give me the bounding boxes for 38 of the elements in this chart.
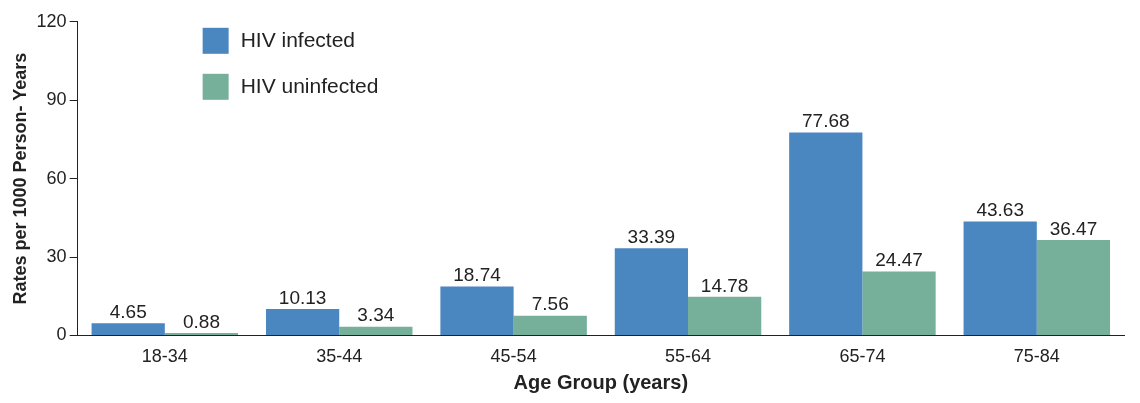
legend-label: HIV uninfected <box>240 73 379 97</box>
x-tick-label: 35-44 <box>316 346 363 367</box>
bar <box>1036 240 1111 335</box>
x-tick-label: 18-34 <box>141 346 188 367</box>
y-axis-title: Rates per 1000 Person- Years <box>9 52 30 305</box>
data-label: 43.63 <box>976 199 1024 221</box>
data-label: 18.74 <box>453 264 502 286</box>
x-tick-label: 75-84 <box>1013 346 1060 367</box>
data-label: 3.34 <box>357 304 395 326</box>
data-label: 33.39 <box>627 225 676 247</box>
x-axis-title: Age Group (years) <box>513 370 689 393</box>
data-label: 24.47 <box>875 249 923 271</box>
data-label: 14.78 <box>700 274 749 296</box>
legend-label: HIV infected <box>240 27 356 51</box>
data-label: 0.88 <box>182 310 220 332</box>
x-tick-label: 45-54 <box>490 346 537 367</box>
x-tick-label: 55-64 <box>664 346 712 367</box>
bar <box>862 271 936 335</box>
bar <box>789 132 863 335</box>
bar <box>688 296 762 335</box>
bar <box>963 221 1037 335</box>
y-tick-label: 120 <box>36 10 67 31</box>
bar <box>265 308 340 335</box>
bar <box>91 323 165 335</box>
y-tick-label: 0 <box>56 324 67 345</box>
y-tick-label: 30 <box>46 245 67 266</box>
y-tick-label: 90 <box>46 89 67 110</box>
data-label: 77.68 <box>802 110 850 132</box>
data-label: 10.13 <box>278 286 327 308</box>
data-label: 4.65 <box>109 300 147 322</box>
bar <box>614 248 689 335</box>
bar <box>440 286 514 335</box>
x-tick-label: 65-74 <box>839 346 886 367</box>
data-label: 7.56 <box>531 293 569 315</box>
bar <box>513 315 587 335</box>
bar <box>339 326 413 335</box>
data-label: 36.47 <box>1049 217 1098 239</box>
y-tick-label: 60 <box>46 167 67 188</box>
